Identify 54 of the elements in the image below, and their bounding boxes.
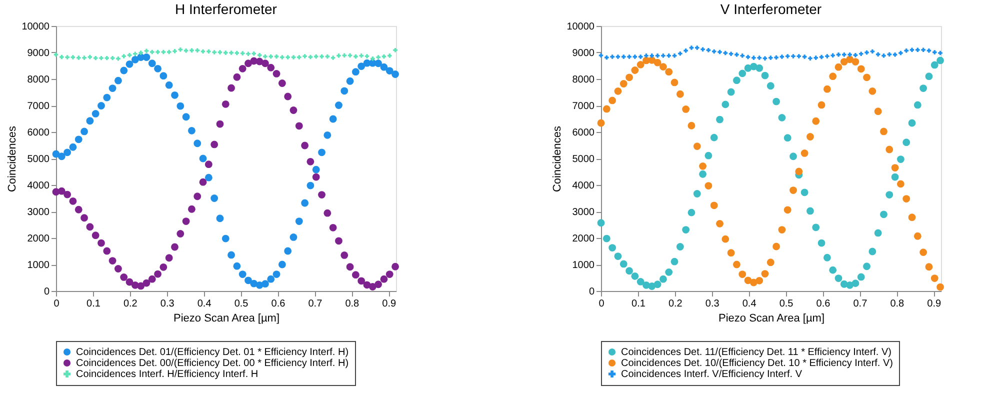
y-tick-label: 5000 [27,154,50,165]
y-tick-label: 4000 [572,180,595,192]
x-tick-label: 0.4 [742,298,757,310]
y-tick-label: 1000 [572,260,595,271]
legend-label: Coincidences Det. 01/(Efficiency Det. 01 * Efficiency Interf. H) [76,347,349,358]
legend-label: Coincidences Interf. H/Efficiency Interf. H [76,369,258,380]
y-tick-label: 9000 [27,48,50,59]
x-tick-label: 0.1 [86,298,101,310]
x-tick-label: 0.6 [816,298,831,310]
x-tick-label: 0.9 [382,298,396,310]
x-tick-label: 0 [598,298,605,310]
legend-label: Coincidences Det. 00/(Efficiency Det. 00 * Efficiency Interf. H) [76,358,349,369]
y-tick-label: 1000 [27,260,50,271]
y-tick-label: 6000 [27,128,50,138]
legend-label: Coincidences Det. 10/(Efficiency Det. 10 * Efficiency Interf. V) [621,358,893,369]
x-axis-title: Piezo Scan Area [µm] [174,312,280,324]
chart-title: H Interferometer [175,1,278,17]
y-tick-label: 7000 [572,101,595,112]
x-tick-label: 0.9 [927,298,942,310]
x-tick-label: 0.7 [853,298,868,310]
y-tick-label: 3000 [572,207,595,218]
y-axis-title: Coincidences [552,125,564,192]
x-tick-label: 0.5 [779,298,794,310]
y-tick-label: 6000 [572,128,595,138]
x-tick-label: 0.5 [234,298,249,310]
x-tick-label: 0.3 [705,298,720,310]
legend-label: Coincidences Interf. V/Efficiency Interf. V [621,369,802,380]
x-tick-label: 0.7 [308,298,323,310]
x-tick-label: 0 [54,298,60,310]
y-tick-label: 5000 [572,154,595,165]
y-tick-label: 4000 [27,180,50,192]
x-tick-label: 0.3 [160,298,175,310]
y-tick-label: 2000 [27,234,50,244]
x-tick-label: 0.4 [197,298,212,310]
y-tick-label: 3000 [27,207,50,218]
y-tick-label: 0 [588,286,595,298]
x-tick-label: 0.2 [123,298,138,310]
x-tick-label: 0.6 [271,298,286,310]
chart-title: V Interferometer [720,1,822,17]
x-tick-label: 0.8 [345,298,360,310]
y-tick-label: 2000 [572,234,595,244]
y-tick-label: 8000 [572,74,595,86]
y-tick-label: 10000 [22,22,50,32]
y-tick-label: 7000 [27,101,50,112]
legend-label: Coincidences Det. 11/(Efficiency Det. 11 * Efficiency Interf. V) [621,347,892,358]
x-axis-title: Piezo Scan Area [µm] [718,312,824,324]
y-tick-label: 10000 [566,22,595,32]
y-axis-title: Coincidences [6,125,19,192]
y-tick-label: 9000 [572,48,595,59]
x-tick-label: 0.8 [890,298,905,310]
y-tick-label: 8000 [27,74,50,86]
y-tick-label: 0 [44,286,50,298]
x-tick-label: 0.1 [632,298,646,310]
x-tick-label: 0.2 [668,298,683,310]
